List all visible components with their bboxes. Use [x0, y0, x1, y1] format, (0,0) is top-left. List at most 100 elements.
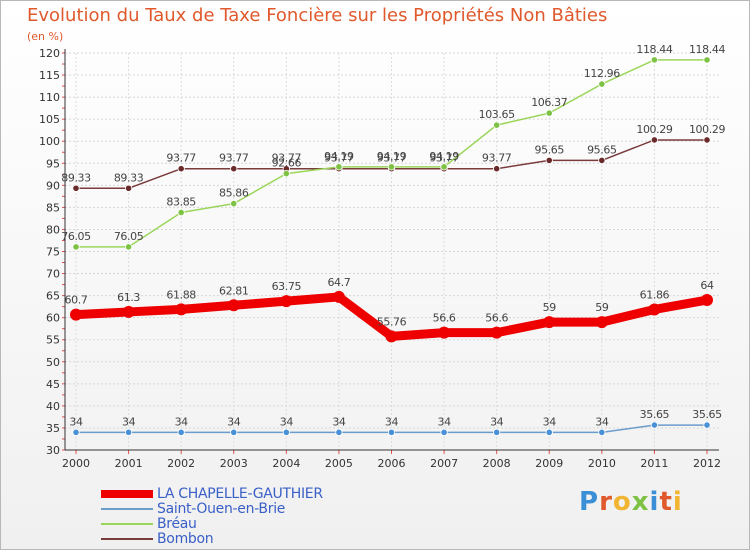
data-label: 93.77 — [219, 152, 249, 165]
data-label: 106.37 — [531, 96, 567, 109]
data-point — [124, 428, 133, 436]
y-tick-label: 50 — [46, 356, 60, 369]
data-point — [385, 330, 398, 343]
x-tick-label: 2008 — [483, 457, 511, 470]
legend-item-saint-ouen-en-brie[interactable]: Saint-Ouen-en-Brie — [101, 501, 285, 517]
data-point — [175, 303, 188, 316]
x-tick-label: 2009 — [535, 457, 563, 470]
data-point — [335, 428, 343, 436]
legend-swatch — [101, 523, 153, 525]
data-point — [227, 299, 240, 312]
unit-label: (en %) — [27, 30, 64, 43]
y-tick-label: 90 — [46, 179, 60, 192]
data-label: 93.77 — [482, 152, 512, 165]
data-label: 35.65 — [640, 408, 670, 421]
data-label: 93.77 — [377, 152, 407, 165]
y-tick-label: 35 — [46, 422, 60, 435]
data-point — [648, 303, 661, 316]
data-point — [280, 295, 293, 308]
y-tick-label: 110 — [39, 91, 60, 104]
data-point — [701, 294, 713, 307]
logo-letter: o — [612, 487, 632, 517]
data-label: 64.7 — [327, 276, 350, 289]
data-point — [70, 308, 82, 321]
data-point — [282, 428, 290, 436]
data-label: 62.81 — [219, 284, 249, 297]
x-tick-label: 2000 — [62, 457, 90, 470]
y-tick-label: 45 — [46, 378, 60, 391]
data-label: 89.33 — [61, 171, 91, 184]
legend-swatch — [101, 490, 153, 498]
logo-letter: i — [672, 487, 683, 517]
data-label: 34 — [280, 415, 294, 428]
data-label: 92.66 — [272, 157, 302, 170]
y-tick-label: 115 — [39, 69, 60, 82]
data-point — [490, 326, 503, 339]
data-label: 34 — [437, 415, 451, 428]
data-label: 34 — [595, 415, 609, 428]
data-point — [493, 121, 501, 129]
data-point — [282, 169, 290, 178]
x-tick-label: 2012 — [693, 457, 721, 470]
logo-letter: i — [649, 487, 660, 517]
data-point — [72, 243, 80, 251]
data-point — [335, 163, 343, 171]
legend-label: Bombon — [157, 531, 214, 547]
data-point — [440, 163, 448, 171]
data-point — [598, 80, 606, 88]
y-tick-label: 40 — [46, 400, 60, 413]
data-label: 93.77 — [166, 152, 196, 165]
logo-letter: x — [631, 487, 650, 517]
logo-letter: t — [659, 487, 673, 517]
x-tick-label: 2001 — [115, 457, 143, 470]
legend-item-breau[interactable]: Bréau — [101, 516, 197, 532]
data-point — [230, 428, 238, 436]
x-tick-label: 2007 — [430, 457, 458, 470]
x-tick-label: 2004 — [272, 457, 300, 470]
data-point — [703, 421, 711, 429]
data-point — [703, 136, 711, 144]
data-point — [545, 109, 553, 117]
logo-letter: r — [599, 487, 613, 517]
data-point — [440, 428, 448, 436]
data-label: 61.3 — [117, 291, 140, 304]
legend-item-la-chapelle-gauthier[interactable]: LA CHAPELLE-GAUTHIER — [101, 486, 323, 502]
data-point — [124, 184, 133, 192]
data-point — [177, 165, 185, 173]
data-label: 34 — [227, 415, 241, 428]
data-label: 95.65 — [587, 143, 617, 156]
data-point — [177, 208, 185, 217]
data-label: 94.19 — [324, 150, 354, 163]
data-point — [438, 326, 451, 339]
data-label: 85.86 — [219, 187, 249, 200]
data-label: 100.29 — [689, 123, 725, 136]
y-tick-label: 100 — [39, 135, 60, 148]
data-point — [650, 421, 659, 429]
data-label: 35.65 — [692, 408, 722, 421]
data-point — [387, 163, 396, 171]
data-point — [72, 428, 80, 436]
data-point — [703, 56, 711, 64]
legend-label: Saint-Ouen-en-Brie — [157, 501, 286, 517]
data-label: 34 — [332, 415, 346, 428]
legend-swatch — [101, 538, 153, 540]
x-tick-label: 2005 — [325, 457, 353, 470]
data-point — [545, 428, 553, 436]
y-tick-label: 75 — [46, 246, 60, 259]
data-label: 34 — [385, 415, 399, 428]
legend-item-bombon[interactable]: Bombon — [101, 531, 214, 547]
data-label: 93.77 — [272, 152, 302, 165]
data-label: 95.65 — [535, 143, 565, 156]
data-point — [387, 428, 396, 436]
data-label: 118.44 — [636, 43, 672, 56]
y-tick-label: 65 — [46, 290, 60, 303]
data-point — [545, 156, 553, 165]
x-tick-label: 2006 — [378, 457, 406, 470]
data-label: 34 — [543, 415, 557, 428]
data-label: 89.33 — [114, 171, 144, 184]
x-tick-label: 2011 — [640, 457, 668, 470]
data-label: 93.77 — [324, 152, 354, 165]
data-label: 63.75 — [272, 280, 302, 293]
data-label: 103.65 — [479, 108, 515, 121]
data-label: 100.29 — [636, 123, 672, 136]
